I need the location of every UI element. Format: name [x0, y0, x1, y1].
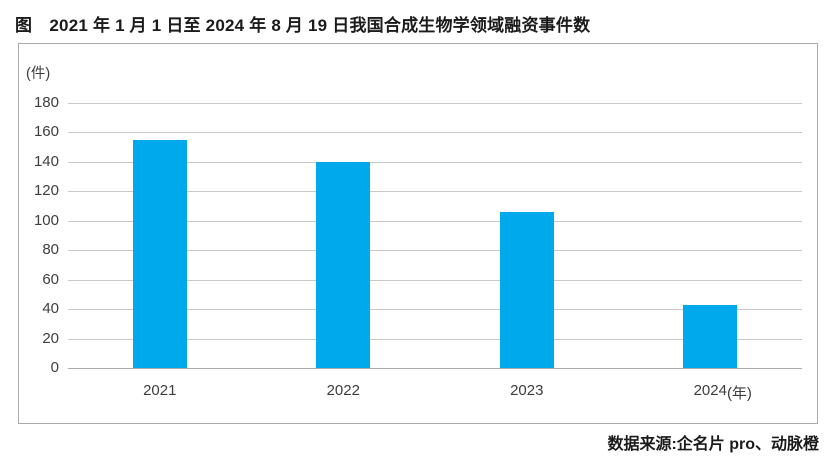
gridline: [68, 103, 802, 104]
bar-2024: [683, 304, 738, 368]
y-tick-label: 80: [42, 241, 59, 259]
bar-2022: [316, 161, 371, 368]
x-tick-label: 2023: [510, 382, 544, 399]
y-tick-label: 100: [33, 211, 59, 229]
y-tick-label: 60: [42, 270, 59, 288]
gridline: [68, 191, 802, 193]
gridline: [68, 132, 802, 134]
bar-2021: [132, 139, 187, 368]
y-tick-label: 20: [42, 329, 59, 347]
bar-2023: [499, 211, 554, 368]
gridline: [68, 250, 802, 252]
y-tick-label: 0: [50, 359, 59, 376]
x-tick-label: 2021: [143, 382, 177, 399]
y-tick-label: 160: [33, 123, 59, 141]
data-source-note: 数据来源:企名片 pro、动脉橙: [607, 436, 819, 453]
gridline: [68, 338, 802, 340]
x-axis-baseline: [68, 368, 802, 369]
y-tick-label: 120: [33, 182, 59, 200]
figure-title: 图 2021 年 1 月 1 日至 2024 年 8 月 19 日我国合成生物学…: [15, 16, 591, 35]
y-tick-label: 40: [42, 300, 59, 318]
x-tick-label: 2022: [326, 382, 360, 399]
y-tick-label: 180: [33, 94, 59, 111]
gridline: [68, 161, 802, 163]
x-tick-label: 2024 (年): [693, 382, 752, 402]
y-axis-unit-label: (件): [26, 66, 51, 82]
gridline: [68, 309, 802, 311]
gridline: [68, 220, 802, 222]
x-axis-unit-suffix: (年): [726, 385, 752, 402]
y-tick-label: 140: [33, 152, 59, 170]
chart-plot-area: (件) 180 160 140 120 100 80 60 40 20 0 2021 2022 2023…: [18, 43, 818, 424]
gridline: [68, 279, 802, 281]
